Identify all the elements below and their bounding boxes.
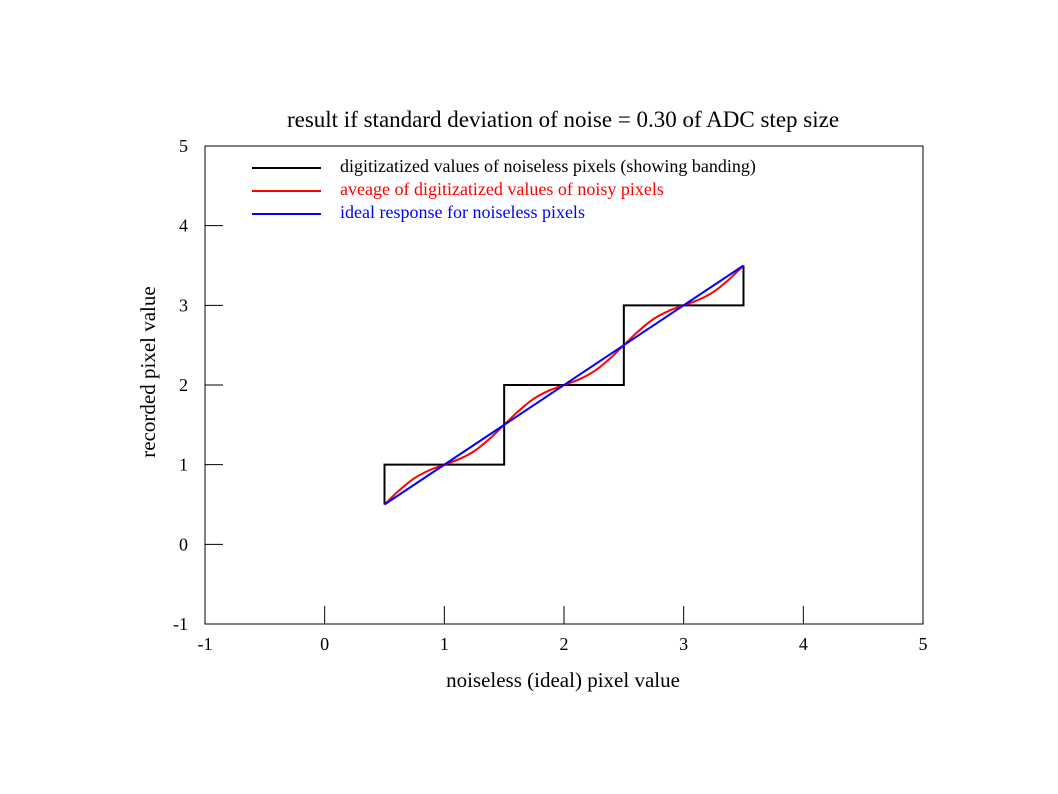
y-tick-label: 1: [179, 455, 188, 475]
x-tick-label: 0: [320, 634, 329, 654]
x-tick-label: -1: [198, 634, 213, 654]
tick-labels: -1 0 1 2 3 4 5 -1 0 1 2 3 4 5: [173, 136, 928, 654]
legend-item-noisy-average: aveage of digitizatized values of noisy …: [340, 179, 664, 199]
x-tick-label: 4: [799, 634, 808, 654]
x-tick-label: 3: [679, 634, 688, 654]
x-tick-label: 1: [440, 634, 449, 654]
x-axis-label: noiseless (ideal) pixel value: [446, 668, 680, 692]
x-tick-label: 5: [919, 634, 928, 654]
series-layer: [383, 264, 745, 506]
y-tick-label: 5: [179, 136, 188, 156]
legend: digitizatized values of noiseless pixels…: [252, 156, 756, 222]
axis-ticks: [205, 225, 804, 624]
y-tick-label: 3: [179, 295, 188, 315]
legend-item-noiseless: digitizatized values of noiseless pixels…: [340, 156, 756, 177]
y-tick-label: 0: [179, 534, 188, 554]
y-axis-label: recorded pixel value: [136, 286, 160, 457]
y-tick-label: 2: [179, 375, 188, 395]
x-tick-label: 2: [560, 634, 569, 654]
ideal-response-series: [383, 264, 745, 506]
chart-title: result if standard deviation of noise = …: [287, 107, 839, 132]
legend-item-ideal: ideal response for noiseless pixels: [340, 202, 585, 222]
y-tick-label: -1: [173, 614, 188, 634]
y-tick-label: 4: [179, 216, 188, 236]
